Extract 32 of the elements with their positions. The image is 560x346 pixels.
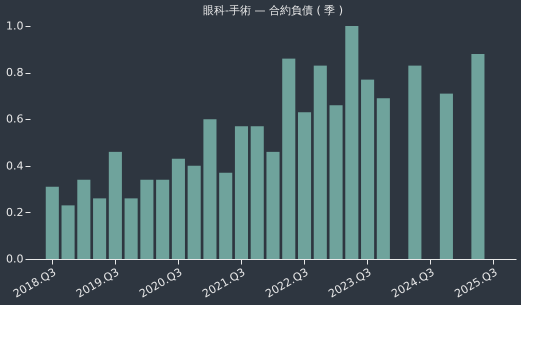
y-tick-label: 0.8 — [6, 66, 24, 80]
bar — [203, 119, 216, 259]
chart-title: 眼科-手術 — 合約負債 ( 季 ) — [202, 4, 344, 17]
y-tick-label: 0.6 — [6, 112, 24, 126]
bar — [330, 105, 343, 259]
bar — [124, 198, 138, 259]
bar — [471, 54, 484, 259]
bar — [250, 126, 264, 259]
bar — [298, 112, 312, 259]
bar — [108, 152, 122, 259]
bar — [314, 66, 327, 259]
bar — [440, 94, 453, 259]
bar — [219, 172, 232, 259]
bar — [156, 180, 170, 259]
bar — [282, 58, 296, 259]
bar — [234, 126, 248, 259]
bar — [361, 80, 374, 259]
bar — [345, 26, 358, 259]
bar — [408, 66, 422, 259]
bar — [77, 180, 90, 259]
bar — [266, 152, 280, 259]
bar — [140, 180, 154, 259]
bar — [188, 166, 201, 259]
bar — [62, 205, 75, 259]
bar — [376, 98, 390, 259]
y-tick-label: 0.2 — [6, 206, 24, 219]
bar — [46, 186, 59, 259]
y-tick-label: 0.4 — [6, 159, 24, 172]
bar — [93, 198, 106, 259]
y-tick-label: 1.0 — [6, 20, 24, 32]
bar — [172, 158, 185, 259]
y-tick-label: 0.0 — [6, 252, 24, 266]
